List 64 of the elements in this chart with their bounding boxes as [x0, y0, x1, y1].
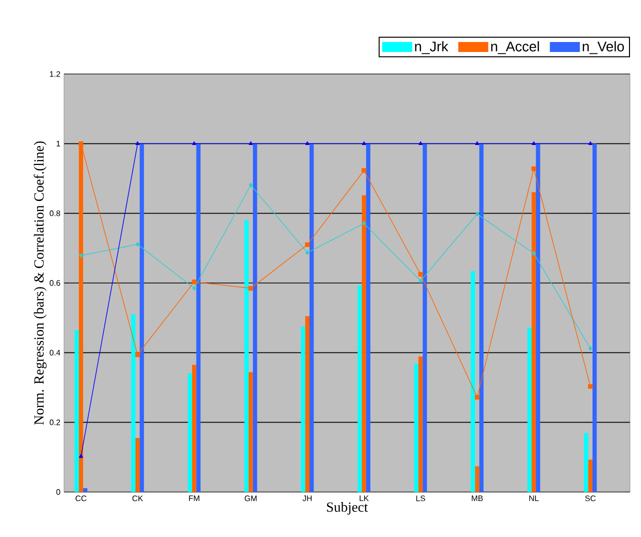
- point: [78, 141, 84, 146]
- bar: [584, 433, 588, 492]
- point: [78, 454, 84, 458]
- point: [192, 141, 196, 146]
- point: [362, 141, 366, 146]
- legend-label: n_Accel: [491, 41, 539, 54]
- x-axis-title: Subject: [327, 502, 368, 515]
- bar: [422, 144, 427, 492]
- point: [306, 250, 310, 256]
- y-axis-title: Norm. Regression (bars) & Correlation Coef.(line): [34, 141, 47, 425]
- bar: [252, 144, 258, 492]
- bar: [418, 356, 423, 492]
- point: [588, 141, 592, 146]
- point: [532, 141, 536, 146]
- point: [79, 253, 83, 258]
- bar: [305, 316, 310, 492]
- point: [588, 384, 593, 389]
- point: [136, 141, 140, 146]
- bar: [479, 144, 484, 492]
- point: [418, 272, 423, 277]
- point: [305, 242, 310, 248]
- bar: [192, 364, 196, 492]
- legend-label: n_Velo: [582, 41, 624, 54]
- point: [475, 212, 480, 216]
- point: [362, 221, 366, 226]
- bar: [532, 192, 536, 492]
- point: [588, 346, 592, 351]
- bar: [301, 326, 306, 492]
- point: [474, 394, 480, 400]
- bar: [592, 144, 597, 492]
- legend-label: n_Jrk: [415, 41, 448, 54]
- bar: [310, 144, 314, 492]
- bar: [366, 144, 370, 492]
- bar: [475, 466, 480, 492]
- point: [136, 242, 140, 247]
- point: [135, 352, 140, 358]
- bar: [536, 144, 540, 492]
- point: [305, 141, 310, 146]
- point: [192, 280, 197, 284]
- point: [418, 141, 423, 146]
- bar: [362, 195, 366, 492]
- bar: [74, 330, 79, 492]
- bar: [244, 220, 249, 492]
- point: [362, 168, 366, 173]
- point: [532, 251, 536, 256]
- bar: [358, 285, 362, 492]
- point: [248, 182, 253, 188]
- bar: [196, 144, 201, 492]
- bar: [131, 314, 136, 492]
- point: [248, 141, 253, 146]
- bar: [188, 373, 192, 492]
- bar: [248, 372, 253, 492]
- point: [192, 286, 196, 291]
- bar: [135, 438, 140, 492]
- bar: [588, 460, 593, 492]
- bar: [527, 328, 532, 492]
- point: [418, 278, 422, 284]
- bar: [140, 144, 144, 492]
- point: [531, 166, 536, 172]
- point: [475, 141, 480, 146]
- bar: [83, 488, 88, 492]
- point: [248, 286, 254, 291]
- bar: [470, 271, 476, 492]
- bar: [414, 364, 418, 492]
